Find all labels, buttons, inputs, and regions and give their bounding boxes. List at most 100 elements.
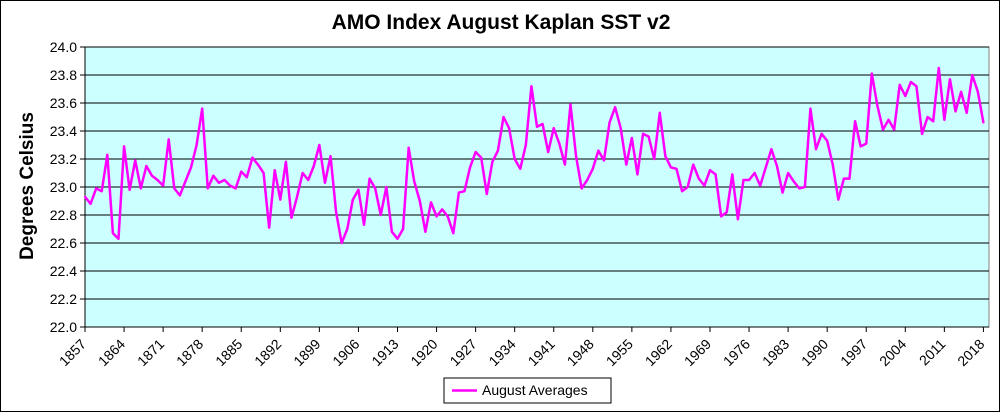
y-tick-label: 22.8 <box>50 207 77 223</box>
data-point <box>396 237 399 240</box>
data-point <box>720 215 723 218</box>
x-tick-label: 1990 <box>798 336 831 369</box>
data-point <box>976 90 979 93</box>
data-point <box>212 174 215 177</box>
data-point <box>139 187 142 190</box>
data-point <box>630 137 633 139</box>
data-point <box>519 167 522 170</box>
data-point <box>508 127 511 130</box>
data-point <box>457 191 460 194</box>
data-point <box>831 163 834 166</box>
data-point <box>84 195 86 198</box>
data-point <box>106 153 109 156</box>
data-point <box>736 218 739 221</box>
x-tick-label: 2018 <box>954 336 987 369</box>
y-tick-label: 23.8 <box>50 67 77 83</box>
data-point <box>803 186 806 188</box>
data-point <box>926 116 929 118</box>
data-point <box>558 142 561 145</box>
data-point <box>530 85 533 88</box>
data-point <box>764 166 767 169</box>
data-point <box>775 165 778 167</box>
data-point <box>781 191 784 194</box>
data-point <box>653 158 656 160</box>
y-tick-label: 22.0 <box>50 319 77 335</box>
data-point <box>217 181 220 184</box>
chart-title: AMO Index August Kaplan SST v2 <box>332 11 671 34</box>
data-point <box>842 177 845 180</box>
data-point <box>580 187 583 190</box>
legend: August Averages <box>443 377 612 404</box>
data-point <box>469 166 472 169</box>
data-point <box>323 181 326 184</box>
data-point <box>301 172 304 174</box>
data-point <box>402 228 405 230</box>
data-point <box>586 179 589 181</box>
y-tick-label: 23.2 <box>50 151 77 167</box>
data-point <box>664 155 667 158</box>
data-point <box>156 179 159 181</box>
data-point <box>591 167 594 170</box>
data-point <box>909 81 912 83</box>
data-point <box>173 187 176 190</box>
data-point <box>647 135 650 138</box>
x-tick-label: 1920 <box>407 336 440 369</box>
data-point <box>357 188 360 191</box>
y-tick-label: 23.0 <box>50 179 77 195</box>
data-point <box>134 159 137 162</box>
y-axis-ticks: 22.0 22.2 22.4 22.6 22.8 23.0 23.2 23.4 23.6 23.8… <box>50 39 85 335</box>
data-point <box>340 242 343 244</box>
data-point <box>491 160 494 163</box>
data-point <box>642 132 645 135</box>
data-point <box>820 132 823 135</box>
data-point <box>703 184 706 187</box>
data-point <box>195 144 198 146</box>
y-tick-label: 22.2 <box>50 291 77 307</box>
data-point <box>681 190 684 193</box>
data-point <box>429 201 432 204</box>
legend-label: August Averages <box>482 382 588 398</box>
data-point <box>686 186 689 188</box>
x-tick-label: 1983 <box>759 336 792 369</box>
data-point <box>887 118 890 121</box>
data-point <box>229 184 232 187</box>
data-point <box>714 173 717 176</box>
x-tick-label: 1857 <box>56 336 89 369</box>
data-point <box>123 145 126 148</box>
data-point <box>552 127 555 130</box>
data-point <box>619 127 622 130</box>
data-point <box>223 179 226 181</box>
x-tick-label: 1997 <box>837 336 870 369</box>
data-point <box>474 151 477 153</box>
data-point <box>496 149 499 152</box>
x-tick-label: 1927 <box>446 336 479 369</box>
data-point <box>893 128 896 131</box>
data-point <box>463 190 466 193</box>
data-point <box>815 148 818 151</box>
data-point <box>960 90 963 93</box>
data-point <box>418 200 421 202</box>
x-tick-label: 1885 <box>212 336 245 369</box>
data-point <box>725 211 728 214</box>
x-tick-label: 1962 <box>642 336 675 369</box>
data-point <box>658 111 661 114</box>
x-tick-label: 1955 <box>603 336 636 369</box>
data-point <box>792 180 795 183</box>
x-tick-label: 2004 <box>876 336 909 369</box>
x-tick-label: 1941 <box>525 336 558 369</box>
data-point <box>753 172 756 174</box>
data-point <box>245 176 248 179</box>
data-point <box>441 208 444 211</box>
data-point <box>100 190 103 193</box>
data-point <box>240 170 243 173</box>
data-point <box>318 144 321 146</box>
data-point <box>881 128 884 131</box>
data-point <box>742 179 745 181</box>
data-point <box>848 177 851 180</box>
data-point <box>273 169 276 172</box>
y-tick-label: 24.0 <box>50 39 77 55</box>
data-point <box>335 211 338 214</box>
data-point <box>669 166 672 169</box>
data-point <box>708 169 711 172</box>
